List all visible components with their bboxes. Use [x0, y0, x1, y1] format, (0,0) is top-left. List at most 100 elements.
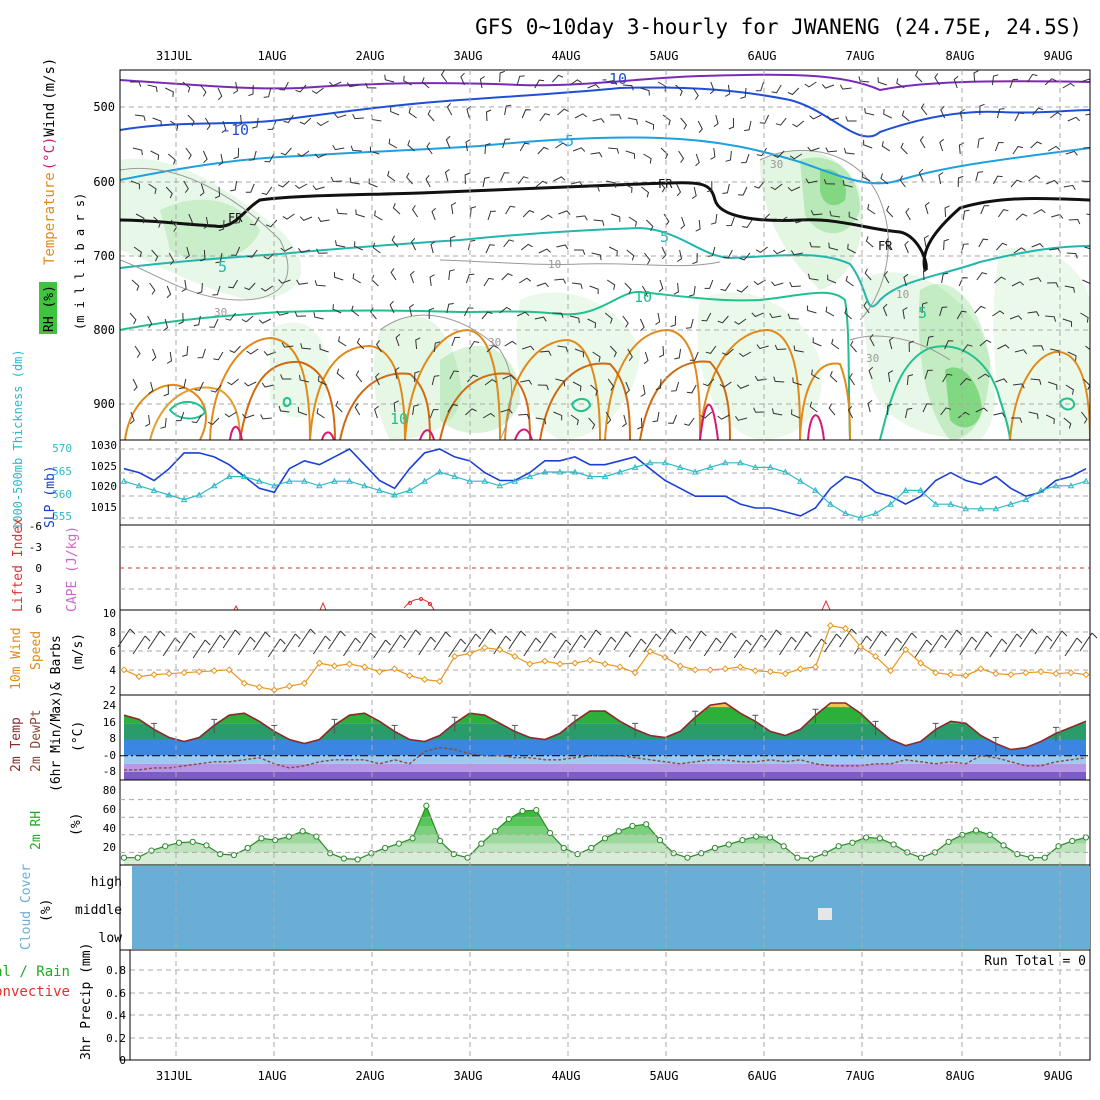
temp-minmax-bar: [451, 716, 458, 732]
upper-wind-barb: [147, 315, 153, 329]
thickness-point: [225, 473, 233, 480]
rh-tick: 20: [103, 841, 116, 854]
upper-wind-barb: [808, 273, 819, 281]
wind-speed-point: [255, 683, 263, 691]
upper-wind-barb: [317, 376, 327, 386]
wind-barb: [493, 635, 512, 655]
upper-wind-barb: [160, 417, 167, 429]
upper-wind-barb: [674, 348, 682, 360]
upper-wind-barb: [922, 268, 929, 281]
rh-point: [698, 850, 705, 857]
upper-wind-barb: [1029, 277, 1042, 282]
upper-wind-barb: [1067, 116, 1080, 122]
upper-wind-barb: [865, 236, 874, 248]
upper-wind-barb: [164, 87, 174, 97]
upper-wind-barb: [975, 171, 984, 182]
rh-point: [656, 836, 664, 844]
wind-barb: [1049, 630, 1068, 650]
thickness-point: [706, 463, 714, 470]
rh-point: [1027, 854, 1035, 861]
upper-wind-barb: [388, 138, 398, 149]
dewpoint-line: [124, 746, 1087, 771]
upper-wind-barb: [717, 315, 729, 324]
wind-speed-point: [436, 677, 444, 685]
thickness-point: [526, 473, 534, 480]
wind-speed-point: [947, 671, 955, 679]
contour-label: -5: [556, 132, 574, 150]
wind-barb: [478, 628, 497, 648]
slp-ylabel: SLP (mb): [43, 465, 58, 528]
thickness-point: [301, 477, 308, 484]
upper-wind-barb: [574, 348, 584, 358]
thickness-point: [165, 491, 173, 498]
wind-speed-point: [195, 668, 203, 676]
upper-wind-barb: [428, 307, 435, 319]
precip-total-label: Total / Rain: [0, 964, 70, 980]
date-label-top: 1AUG: [258, 49, 287, 63]
upper-wind-barb: [448, 269, 455, 281]
upper-wind-barb: [555, 378, 566, 387]
rh2m-panel: 20 40 60 80 2m RH (%): [29, 779, 1091, 866]
upper-wind-barb: [536, 282, 549, 288]
upper-wind-barb: [992, 310, 1005, 317]
precip-ylabel: 3hr Precip (mm): [79, 943, 94, 1060]
upper-wind-barb: [336, 208, 348, 215]
upper-wind-barb: [263, 87, 272, 98]
upper-wind-barb: [390, 268, 397, 281]
upper-wind-barb: [996, 242, 1008, 251]
contour-label: FR: [658, 177, 673, 191]
upper-wind-barb: [351, 305, 360, 317]
upper-wind-barb: [804, 81, 817, 88]
upper-wind-barb: [426, 142, 433, 155]
upper-wind-barb: [354, 241, 364, 251]
upper-wind-barb: [312, 185, 325, 191]
rh-point: [299, 828, 306, 835]
wind-barb: [763, 629, 782, 649]
upper-wind-barb: [921, 302, 928, 314]
wind-speed-point: [481, 644, 489, 652]
upper-wind-barb: [787, 313, 799, 320]
wind-barb: [508, 630, 527, 650]
cape-panel: -6 -3 0 3 6 Lifted Index CAPE (J/kg): [11, 518, 1091, 616]
upper-wind-barb: [592, 118, 605, 123]
thickness-point: [316, 482, 323, 489]
upper-wind-barb: [626, 249, 635, 261]
wind-barb: [252, 631, 271, 651]
upper-wind-barb: [230, 180, 238, 192]
upper-wind-barb: [444, 168, 450, 182]
upper-wind-barb: [534, 79, 545, 89]
upper-wind-barb: [1068, 218, 1081, 225]
cloud-level-low: low: [99, 931, 123, 946]
upper-wind-barb: [850, 340, 857, 353]
upper-wind-barb: [1049, 111, 1062, 119]
upper-wind-barb: [132, 378, 138, 392]
rh-point: [120, 854, 128, 861]
upper-wind-barb: [627, 348, 633, 362]
upper-wind-barb: [502, 138, 511, 149]
upper-wind-barb: [299, 374, 310, 383]
thickness-point: [361, 482, 368, 489]
rh-point: [340, 855, 347, 862]
upper-wind-barb: [1086, 213, 1090, 216]
wind-barb: [1004, 633, 1023, 653]
wind-barb: [207, 634, 226, 654]
upper-wind-barb: [447, 403, 458, 413]
upper-wind-barb: [922, 403, 932, 413]
precip-ticks: 0 0.2 0.4 0.6 0.8: [106, 964, 126, 1067]
upper-wind-barb: [229, 345, 241, 354]
upper-wind-barb: [652, 411, 660, 423]
date-label-top: 8AUG: [946, 49, 975, 63]
rh-legend-label: RH (%): [42, 285, 57, 332]
upper-wind-barb: [826, 115, 840, 121]
upper-wind-barb: [639, 318, 645, 332]
upper-wind-barb: [825, 306, 835, 317]
upper-wind-barb: [686, 384, 697, 394]
thickness-point: [766, 463, 774, 470]
upper-wind-barb: [519, 142, 530, 152]
temp-band: [124, 723, 1086, 740]
upper-wind-barb: [518, 413, 530, 420]
date-label-bottom: 5AUG: [650, 1069, 679, 1083]
upper-wind-barb: [245, 183, 255, 193]
wind-barb: [809, 638, 827, 658]
upper-wind-barb: [228, 279, 239, 289]
